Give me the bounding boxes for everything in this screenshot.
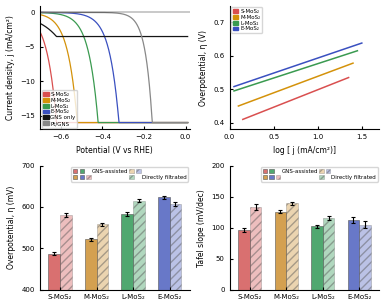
Legend: , , , , GNS-assisted, , , , , Directly filtrated: , , , , GNS-assisted, , , , , Directly f… [261,167,378,181]
Bar [48,254,60,306]
Bar [286,203,298,289]
Bar [85,239,97,306]
Y-axis label: Overpotential, η (V): Overpotential, η (V) [199,29,208,106]
Bar [238,230,250,289]
Legend: S-MoS₂, M-MoS₂, L-MoS₂, E-MoS₂, GNS only, Pt/GNS: S-MoS₂, M-MoS₂, L-MoS₂, E-MoS₂, GNS only… [42,90,77,128]
Y-axis label: Overpotential, η (mV): Overpotential, η (mV) [7,186,16,269]
Y-axis label: Current density, j (mA/cm²): Current density, j (mA/cm²) [5,15,15,120]
Legend: S-MoS₂, M-MoS₂, L-MoS₂, E-MoS₂: S-MoS₂, M-MoS₂, L-MoS₂, E-MoS₂ [231,7,262,33]
Bar [133,201,145,306]
Bar [311,226,323,289]
Bar [60,215,72,306]
Bar [121,214,133,306]
Bar [170,204,181,306]
Bar [158,197,170,306]
Bar [323,218,335,289]
X-axis label: Potential (V vs RHE): Potential (V vs RHE) [76,146,153,155]
Legend: , , , , GNS-assisted, , , , , Directly filtrated: , , , , GNS-assisted, , , , , Directly f… [71,167,188,181]
Bar [97,224,108,306]
Bar [348,220,359,289]
Y-axis label: Tafel slope (mV/dec): Tafel slope (mV/dec) [197,189,206,267]
X-axis label: log [ j (mA/cm²)]: log [ j (mA/cm²)] [273,146,336,155]
Bar [275,211,286,289]
Bar [250,207,261,289]
Bar [359,225,371,289]
